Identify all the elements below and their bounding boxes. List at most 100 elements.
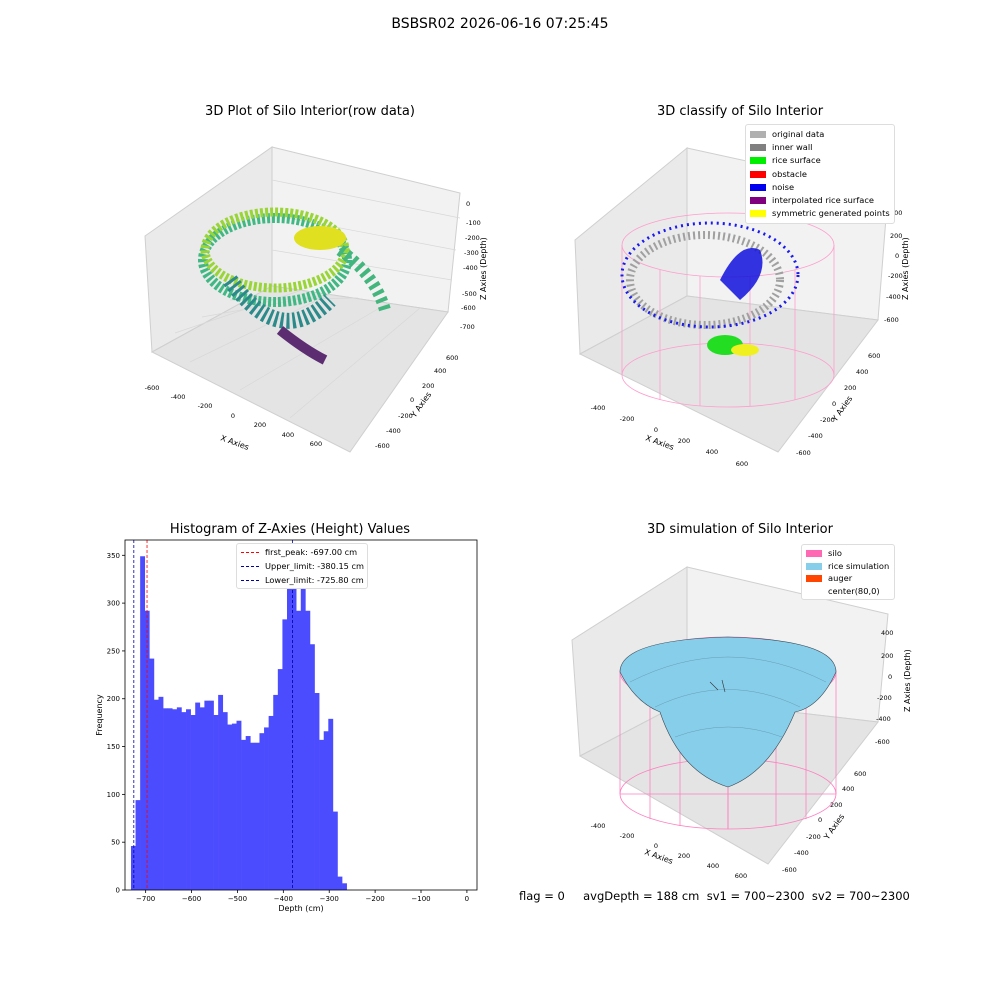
histogram-bar	[241, 739, 246, 890]
simulation-legend-label: silo	[828, 548, 843, 558]
histogram-bar	[296, 610, 302, 890]
simulation-3d-title: 3D simulation of Silo Interior	[647, 522, 833, 537]
svg-text:-400: -400	[591, 404, 606, 412]
histogram-bar	[291, 573, 297, 890]
histogram-xtick-label: −500	[228, 895, 247, 903]
svg-text:0: 0	[888, 673, 892, 681]
histogram-bar	[250, 742, 256, 890]
histogram-bar	[273, 694, 279, 890]
svg-text:-200: -200	[820, 416, 835, 424]
histogram-bar	[282, 619, 288, 890]
svg-text:200: 200	[678, 852, 690, 860]
svg-text:-200: -200	[398, 412, 413, 420]
svg-text:-200: -200	[888, 272, 903, 280]
svg-text:200: 200	[881, 652, 893, 660]
simulation-legend-entry: auger	[806, 572, 889, 585]
simulation-legend-entry: rice simulation	[806, 560, 889, 573]
classify-legend-entry: rice surface	[750, 154, 890, 167]
svg-text:-200: -200	[198, 402, 213, 410]
histogram-legend-entry: Lower_limit: -725.80 cm	[241, 573, 364, 587]
svg-text:400: 400	[706, 448, 718, 456]
svg-text:0: 0	[466, 200, 470, 208]
svg-text:-200: -200	[620, 832, 635, 840]
svg-text:-100: -100	[466, 219, 481, 227]
histogram-legend-swatch	[241, 552, 259, 553]
histogram-bar	[328, 718, 334, 890]
classify-legend-entry: noise	[750, 181, 890, 194]
classify-legend-label: symmetric generated points	[772, 208, 890, 219]
raw-3d-zlabel: Z Axies (Depth)	[479, 237, 488, 300]
svg-text:600: 600	[868, 352, 880, 360]
classify-legend-label: noise	[772, 181, 795, 192]
histogram-bar	[227, 724, 233, 890]
svg-text:X Axies: X Axies	[643, 847, 674, 866]
histogram-bar	[186, 709, 191, 890]
classify-legend-swatch	[750, 131, 766, 138]
histogram-legend-label: first_peak: -697.00 cm	[265, 547, 358, 557]
histogram-bar	[199, 707, 205, 890]
svg-text:600: 600	[854, 770, 866, 778]
svg-text:600: 600	[735, 872, 747, 880]
svg-text:400: 400	[890, 209, 902, 217]
histogram-bar	[337, 876, 343, 890]
histogram-ytick-label: 150	[107, 743, 120, 751]
histogram-bar	[158, 696, 164, 890]
simulation-legend-label: auger	[828, 573, 853, 584]
classify-legend-entry: obstacle	[750, 168, 890, 181]
svg-text:0: 0	[818, 816, 822, 824]
classify-legend-label: original data	[772, 129, 825, 139]
svg-text:-600: -600	[875, 738, 890, 746]
histogram-bar	[130, 846, 136, 890]
svg-text:-400: -400	[463, 264, 478, 272]
simulation-legend-label: center(80,0)	[828, 585, 880, 596]
histogram-bar	[323, 731, 329, 890]
histogram-bar	[259, 733, 265, 890]
histogram-bar	[218, 694, 224, 890]
histogram-xlabel: Depth (cm)	[278, 904, 323, 913]
histogram-bar	[236, 720, 242, 890]
svg-text:-600: -600	[884, 316, 899, 324]
simulation-legend-entry: center(80,0)	[806, 585, 889, 598]
svg-text:-200: -200	[806, 833, 821, 841]
histogram-ytick-label: 350	[107, 552, 120, 560]
svg-text:-400: -400	[794, 849, 809, 857]
svg-text:0: 0	[654, 842, 658, 850]
svg-text:X Axies: X Axies	[644, 433, 675, 452]
histogram-bar	[167, 708, 173, 890]
classify-legend-swatch	[750, 157, 766, 165]
svg-text:-200: -200	[465, 234, 480, 242]
classify-legend-entry: symmetric generated points	[750, 207, 890, 220]
histogram-bar	[190, 715, 196, 890]
histogram-title: Histogram of Z-Axies (Height) Values	[169, 522, 411, 537]
svg-text:400: 400	[842, 785, 854, 793]
svg-text:0: 0	[832, 400, 836, 408]
svg-text:200: 200	[678, 437, 690, 445]
raw-3d-panel: 3D Plot of Silo Interior(row data) -600 -…	[130, 100, 490, 480]
svg-text:200: 200	[422, 382, 434, 390]
svg-text:-600: -600	[145, 384, 160, 392]
svg-text:0: 0	[895, 252, 899, 260]
histogram-bar	[176, 707, 182, 890]
histogram-bar	[195, 702, 201, 890]
svg-text:600: 600	[446, 354, 458, 362]
histogram-bar	[135, 800, 141, 890]
histogram-bar	[163, 708, 168, 890]
svg-text:200: 200	[844, 384, 856, 392]
svg-text:600: 600	[736, 460, 748, 468]
status-line: flag = 0 avgDepth = 188 cm sv1 = 700~230…	[519, 889, 910, 903]
simulation-legend-label: rice simulation	[828, 560, 890, 571]
histogram-panel: Histogram of Z-Axies (Height) Values −70…	[90, 522, 490, 922]
classify-legend-label: obstacle	[772, 168, 807, 179]
histogram-legend-label: Upper_limit: -380.15 cm	[265, 561, 364, 571]
histogram-bar	[309, 644, 315, 890]
histogram-bar	[149, 658, 155, 890]
simulation-legend-swatch	[806, 575, 822, 583]
classify-legend-label: rice surface	[772, 155, 821, 166]
svg-text:Z Axies (Depth): Z Axies (Depth)	[901, 237, 910, 300]
svg-text:-500: -500	[462, 290, 477, 298]
simulation-legend-swatch	[806, 550, 822, 557]
svg-text:400: 400	[282, 431, 294, 439]
svg-text:-300: -300	[464, 249, 479, 257]
